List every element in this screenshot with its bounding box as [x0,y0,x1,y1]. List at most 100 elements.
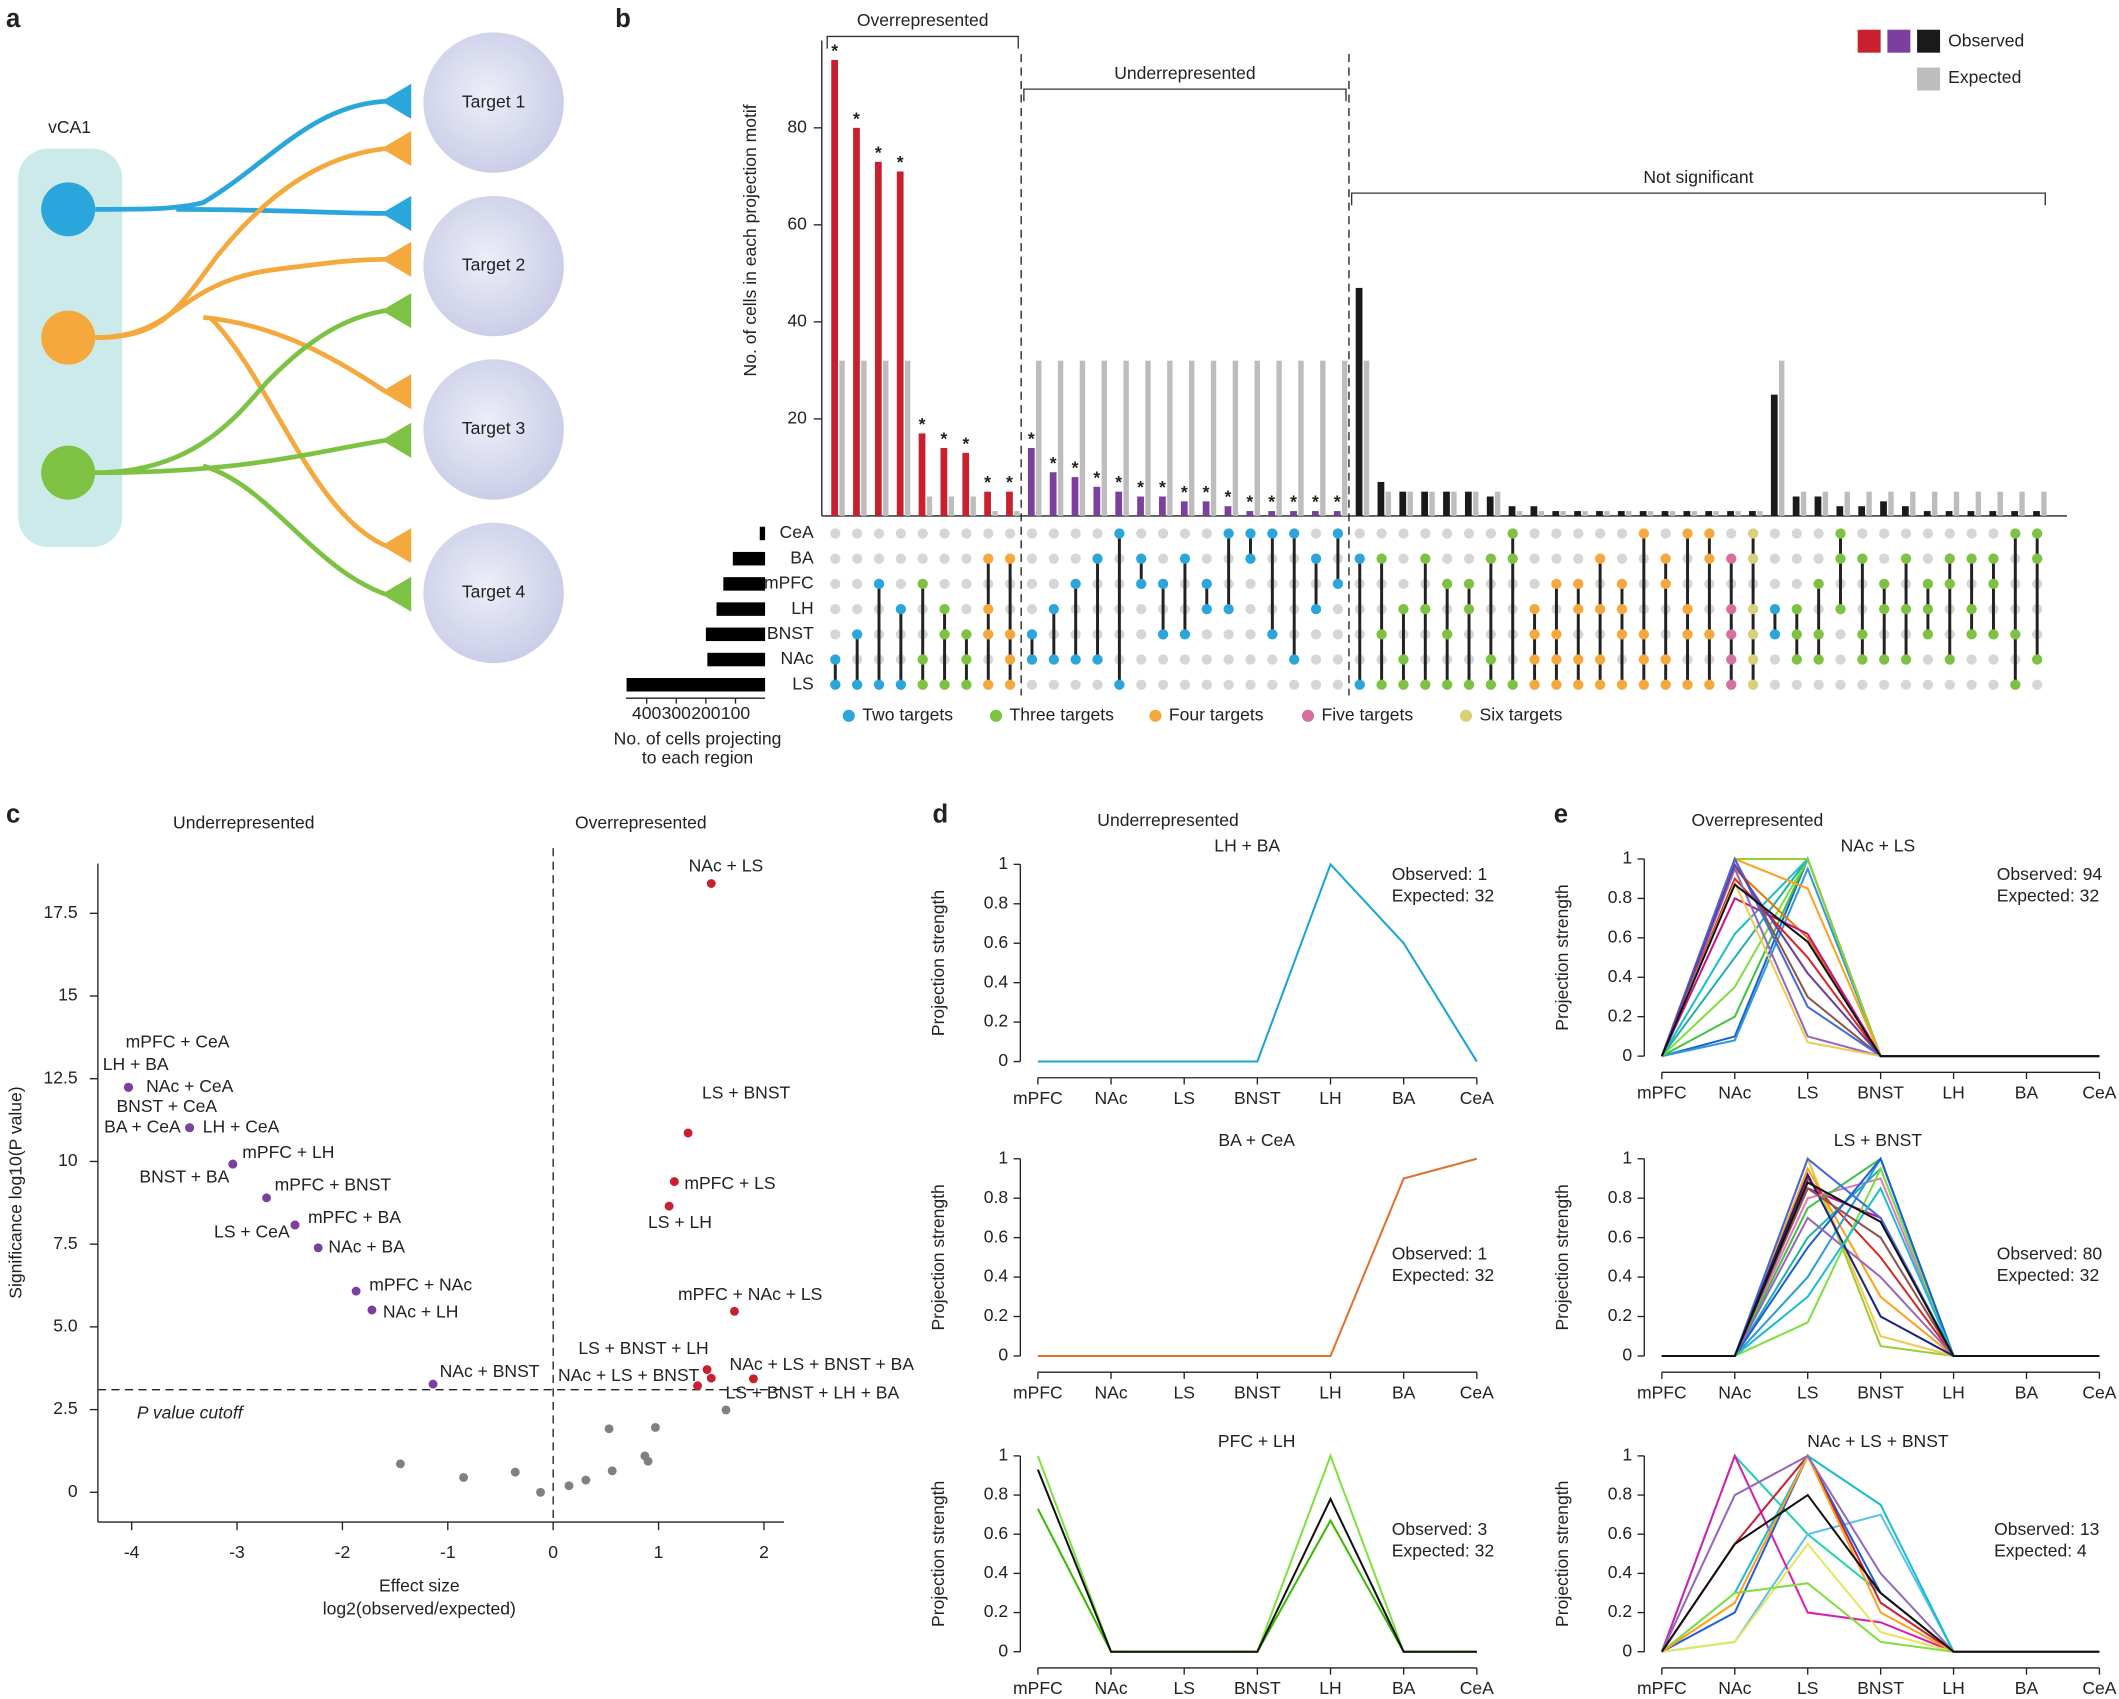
axon [95,308,386,476]
matrix-dot-empty [1179,654,1191,665]
matrix-dot [830,679,841,690]
point-label: mPFC + NAc [369,1274,472,1294]
region-axis-label: to each region [642,748,753,768]
significance-star: * [1203,482,1210,502]
x-tick-label: BNST [1857,1382,1904,1402]
matrix-dot-empty [1879,679,1890,690]
observed-bar [1683,511,1691,516]
matrix-dot [1704,629,1715,640]
observed-bar [1858,506,1866,516]
expected-bar [1931,491,1938,516]
matrix-dot [1791,629,1802,640]
x-tick-label: BA [2015,1083,2039,1103]
point-label: NAc + LH [383,1301,459,1321]
matrix-dot-empty [1791,553,1802,564]
expected-bar [1057,360,1064,516]
y-tick-label: 0.6 [984,932,1008,952]
axon [203,315,387,394]
significance-star: * [831,40,838,60]
matrix-dot [1682,679,1693,690]
observed-bar [1006,491,1013,516]
y-tick-label: 0.6 [984,1523,1008,1543]
x-tick-label: BA [1392,1678,1416,1698]
matrix-dot-empty [1879,553,1890,564]
matrix-dot [1594,553,1606,564]
x-tick-label: LS [1797,1382,1818,1402]
target [423,522,564,664]
y-tick-label: 0 [998,1640,1008,1660]
matrix-dot [1966,603,1977,615]
matrix-dot-empty [1900,528,1912,539]
neuron [41,445,96,500]
legend-swatch [1917,67,1941,91]
y-tick-label: 0.2 [1608,1601,1632,1621]
x-tick-label: NAc [1094,1088,1127,1108]
observed-bar [1661,511,1669,516]
series-line [1037,862,1478,1063]
matrix-dot-empty [852,528,863,539]
expected-bar [2019,491,2025,516]
x-tick-label: -3 [229,1542,245,1562]
matrix-dot [1573,679,1584,690]
matrix-dot [1594,603,1606,615]
expected-bar [1320,360,1326,516]
point-label: NAc + LS [689,856,764,876]
annotation: Expected: 32 [1997,1265,2099,1285]
matrix-dot [1201,603,1212,615]
region-bar [759,526,766,541]
point-label: NAc + BNST [440,1361,540,1381]
matrix-dot [830,654,841,665]
observed-bar [1137,496,1144,516]
expected-bar [1866,491,1872,516]
matrix-dot-empty [1966,679,1977,690]
matrix-dot-empty [1223,654,1234,665]
observed-bar [1115,491,1123,516]
matrix-dot-empty [1136,528,1147,539]
observed-bar [1770,394,1778,516]
point-label: mPFC + CeA [126,1031,230,1051]
observed-bar [1530,506,1538,516]
axon [202,463,387,597]
matrix-dot [873,679,885,690]
y-tick-label: 0.6 [1608,1523,1632,1543]
observed-bar [1268,511,1276,516]
matrix-dot [1398,679,1409,690]
matrix-dot [1245,553,1256,564]
legend-dot [842,709,855,722]
observed-bar [1552,511,1560,516]
matrix-dot [1289,654,1300,665]
matrix-dot [2010,679,2021,690]
region-tick-label: 300 [662,703,692,723]
axon [208,315,387,548]
matrix-dot [1420,553,1431,564]
observed-bar [1421,491,1429,516]
matrix-dot-empty [1136,679,1147,690]
point [124,1082,133,1092]
matrix-dot-empty [1529,578,1540,590]
matrix-dot-empty [1310,654,1322,665]
y-axis-label: Projection strength [1552,1481,1572,1627]
expected-bar [883,360,889,516]
matrix-dot [1638,528,1649,539]
matrix-dot [1726,679,1737,690]
x-tick-label: 0 [548,1542,558,1562]
target [423,359,564,500]
matrix-dot [1616,578,1628,590]
observed-bar [1574,511,1581,516]
significance-star: * [1225,487,1232,507]
significance-star: * [962,433,969,453]
y-tick-label: 17.5 [43,902,77,922]
annotation: Expected: 32 [1392,1265,1494,1285]
region-bar [707,652,766,667]
matrix-dot-empty [1070,528,1081,539]
matrix-dot-empty [1157,528,1169,539]
observed-bar [1290,511,1297,516]
matrix-dot-empty [1616,553,1628,564]
matrix-dot-empty [1332,629,1344,640]
matrix-dot-empty [1398,528,1409,539]
matrix-dot [1114,679,1125,690]
matrix-dot [1420,679,1431,690]
matrix-dot-empty [830,603,841,615]
